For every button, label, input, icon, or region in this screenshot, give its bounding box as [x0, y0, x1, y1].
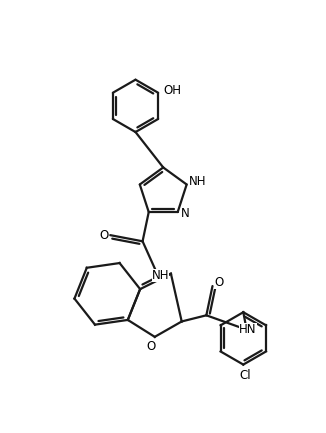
Text: O: O — [214, 276, 223, 289]
Text: NH: NH — [189, 175, 206, 188]
Text: Cl: Cl — [239, 369, 251, 382]
Text: HN: HN — [239, 323, 257, 336]
Text: N: N — [181, 207, 190, 220]
Text: OH: OH — [163, 84, 181, 97]
Text: NH: NH — [152, 269, 169, 282]
Text: O: O — [99, 229, 109, 242]
Text: O: O — [146, 339, 156, 352]
